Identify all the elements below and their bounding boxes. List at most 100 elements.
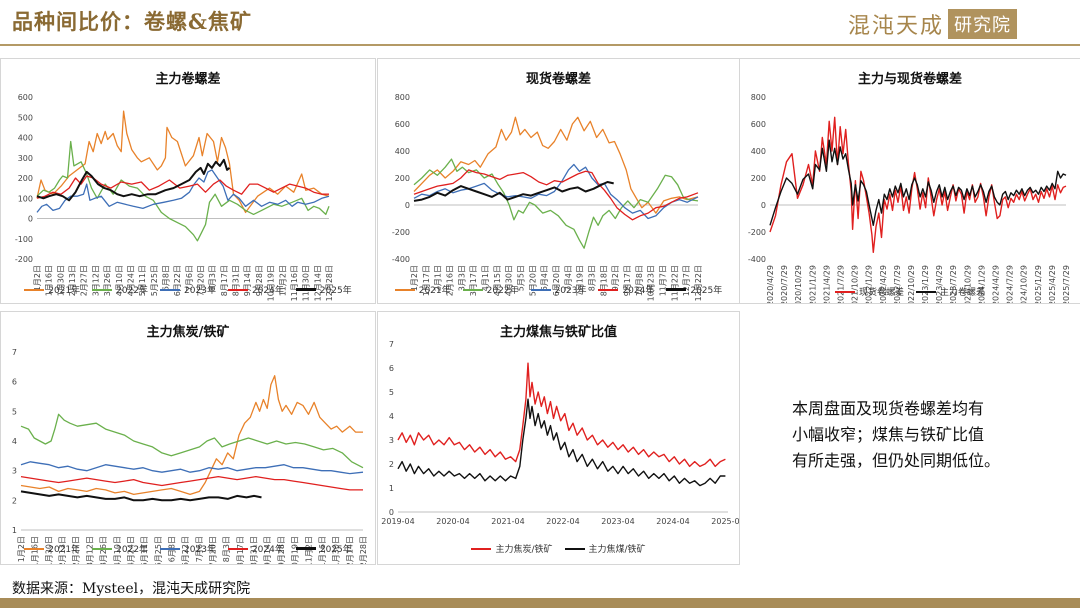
legend-swatch [295, 288, 316, 291]
chart-legend: 主力焦炭/铁矿 主力焦煤/铁矿 [378, 542, 739, 555]
x-tick-label: 1月2日 [17, 536, 26, 562]
x-tick-label: 1月16日 [45, 265, 54, 296]
y-tick-label: 2 [389, 460, 394, 469]
series-line-4 [413, 181, 614, 202]
y-tick-label: 1 [12, 526, 17, 535]
legend-label: 2024年 [251, 286, 284, 296]
logo-text: 混沌天成 [848, 14, 945, 39]
y-tick-label: 400 [751, 147, 766, 156]
chart-title: 主力煤焦与铁矿比值 [499, 325, 617, 340]
x-tick-label: 8月18日 [599, 265, 608, 296]
y-tick-label: 200 [751, 174, 766, 183]
legend-item: 2021年 [24, 283, 80, 296]
legend-item: 2024年 [227, 283, 284, 296]
y-tick-label: 0 [28, 215, 33, 224]
chart-svg: -200 -100 0 100 200 300 400 500 600 1月2日 1月16日 1月30… [15, 93, 334, 301]
chart-svg: -400 -200 0 200 400 600 800 2020/4/29 2020/7/29 2… [748, 93, 1071, 303]
x-tick-label: 2月27日 [80, 265, 89, 296]
legend-label: 2022年 [116, 286, 149, 296]
x-tick-label: 10月19日 [291, 536, 300, 564]
y-tick-label: 100 [18, 194, 33, 203]
series-line-0 [769, 116, 1067, 254]
series-line-3 [36, 175, 329, 199]
x-tick-label: 12月28日 [325, 265, 334, 301]
x-tick-label: 7月4日 [564, 265, 573, 291]
chart-legend: 现货卷螺差 主力卷螺差 [740, 285, 1080, 298]
chart-legend: 2021年 2022年 2023年 2024年 2025年 [1, 283, 375, 296]
x-tick-label: 4月15日 [493, 265, 502, 296]
x-tick-label: 1月30日 [56, 265, 65, 296]
x-tick-label: 2021/7/29 [836, 265, 845, 303]
y-tick-label: 3 [389, 436, 394, 445]
x-tick-label: 5月25日 [150, 265, 159, 296]
legend-item: 2024年 [227, 542, 284, 555]
series-line-2 [36, 169, 330, 213]
x-tick-label: 2月27日 [72, 536, 81, 564]
x-tick-label: 8月17日 [220, 265, 229, 296]
note-line: 小幅收窄；煤焦与铁矿比值 [792, 425, 985, 444]
x-tick-label: 2023/1/29 [921, 265, 930, 303]
x-tick-label: 3月17日 [469, 265, 478, 296]
legend-item: 主力焦炭/铁矿 [471, 542, 553, 555]
x-tick-label: 8月31日 [250, 536, 259, 564]
x-tick-label: 8月3日 [222, 536, 231, 562]
y-tick-label: 0 [389, 508, 394, 517]
x-tick-label: 5月11日 [140, 536, 149, 564]
x-tick-label: 7月6日 [185, 265, 194, 291]
x-tick-label: 5月20日 [528, 265, 537, 296]
y-tick-label: 6 [389, 364, 394, 373]
legend-label: 2021年 [48, 545, 81, 555]
x-tick-label: 8月31日 [232, 265, 241, 296]
x-tick-label: 4月10日 [113, 536, 122, 564]
legend-label: 现货卷螺差 [858, 288, 904, 298]
x-tick-label: 5月5日 [517, 265, 526, 291]
x-tick-label: 2025/1/29 [1034, 265, 1043, 303]
y-tick-label: 4 [12, 437, 17, 446]
y-tick-label: 0 [405, 201, 410, 210]
series-line-0 [20, 375, 363, 496]
series-line-1 [769, 139, 1067, 227]
x-tick-label: 12月7日 [682, 265, 691, 296]
x-tick-label: 4月10日 [115, 265, 124, 296]
x-tick-label: 2023/10/29 [963, 265, 972, 303]
x-tick-label: 9月17日 [623, 265, 632, 296]
chart-svg: 1 2 3 4 5 6 7 1月2日 1月16日 1月30日 2月13日 2月27日 3月12日 3月26… [12, 348, 368, 564]
legend-swatch [160, 547, 181, 550]
x-tick-label: 2025-04 [711, 517, 739, 526]
legend-swatch [471, 547, 492, 550]
x-tick-label: 7月20日 [197, 265, 206, 296]
x-tick-label: 8月3日 [208, 265, 217, 291]
y-tick-label: 600 [395, 120, 410, 129]
legend-swatch [160, 288, 181, 291]
x-tick-label: 6月20日 [552, 265, 561, 296]
series-line-0 [36, 110, 330, 214]
x-tick-label: 2022/1/29 [865, 265, 874, 303]
y-tick-label: 600 [18, 93, 33, 102]
x-tick-label: 1月16日 [31, 536, 40, 564]
legend-label: 2025年 [319, 286, 352, 296]
chart-panel-main-coil-rebar: -200 -100 0 100 200 300 400 500 600 1月2日 1月16日 1月30… [0, 58, 376, 304]
series-line-4 [20, 490, 262, 502]
chart-legend: 2021年 2022年 2023年 2024年 2025年 [1, 542, 375, 555]
x-tick-label: 5月25日 [154, 536, 163, 564]
x-tick-label: 6月8日 [161, 265, 170, 291]
legend-label: 2024年 [622, 286, 655, 296]
legend-item: 2022年 [92, 283, 148, 296]
logo-box: 研究院 [948, 9, 1018, 39]
x-tick-label: 2020/4/29 [766, 265, 775, 303]
series-line-0 [413, 116, 699, 214]
chart-panel-coke-ore: 1 2 3 4 5 6 7 1月2日 1月16日 1月30日 2月13日 2月27日 3月12日 3月26… [0, 311, 376, 565]
legend-item: 2023年 [530, 283, 587, 296]
x-tick-label: 11月30日 [332, 536, 341, 564]
x-tick-label: 4月24日 [126, 536, 135, 564]
legend-swatch [598, 288, 619, 291]
y-tick-label: -400 [392, 255, 410, 264]
x-tick-label: 11月30日 [302, 265, 311, 301]
y-tick-label: 200 [18, 174, 33, 183]
x-tick-label: 12月28日 [359, 536, 368, 564]
legend-label: 2023年 [554, 286, 587, 296]
data-source: 数据来源：Mysteel，混沌天成研究院 [12, 581, 251, 597]
series-line-4 [36, 158, 231, 202]
x-tick-label: 11月7日 [659, 265, 668, 296]
x-tick-label: 4月1日 [481, 265, 490, 291]
